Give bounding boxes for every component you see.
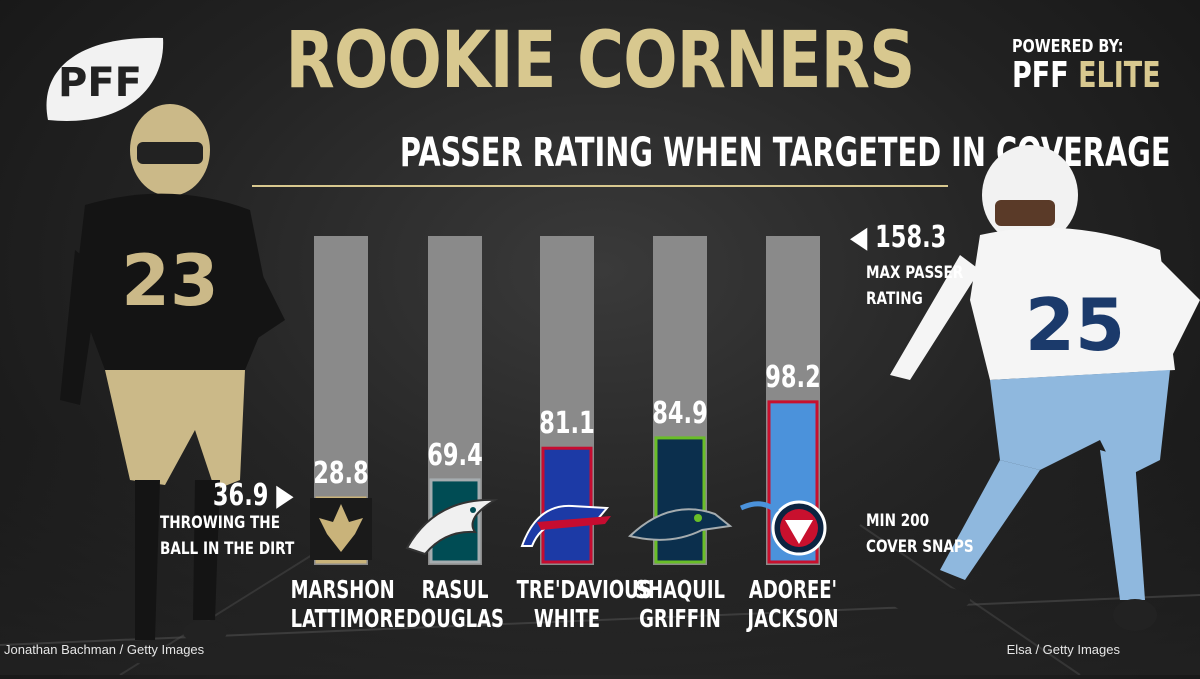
subtitle-underline: [252, 185, 948, 187]
photo-credit-right: Elsa / Getty Images: [1006, 642, 1120, 657]
svg-text:25: 25: [1025, 283, 1125, 367]
team-logo-icon: [739, 500, 827, 556]
category-label: ADOREE' JACKSON: [747, 575, 839, 633]
player-photo-right: 25: [870, 140, 1200, 650]
powered-by-badge: POWERED BY: PFF ELITE: [1012, 36, 1182, 96]
pff-logo: PFF: [38, 30, 168, 130]
player-photo-left: 23: [55, 100, 290, 675]
category-label: MARSHON LATTIMORE: [290, 575, 406, 633]
data-label: 84.9: [652, 396, 707, 431]
page-title: ROOKIE CORNERS: [285, 16, 916, 106]
category-label: SHAQUIL GRIFFIN: [634, 575, 726, 633]
category-label: RASUL DOUGLAS: [405, 575, 504, 633]
min-value-label: 36.9 ▶: [213, 478, 294, 513]
powered-by-label: POWERED BY:: [1012, 36, 1124, 57]
max-caption: MAX PASSER RATING: [866, 263, 964, 309]
team-logo-icon: [627, 508, 733, 541]
min-caption: THROWING THE BALL IN THE DIRT: [160, 513, 295, 559]
photo-credit-left: Jonathan Bachman / Getty Images: [4, 642, 205, 657]
team-logo-icon: [405, 498, 499, 556]
data-label: 28.8: [313, 456, 368, 491]
logo-text: PFF: [58, 60, 142, 106]
min-snaps-footnote: MIN 200 COVER SNAPS: [866, 511, 974, 557]
pff-elite-label: PFF ELITE: [1012, 55, 1161, 96]
team-logo-icon: [520, 504, 611, 547]
svg-text:23: 23: [121, 240, 218, 322]
max-value-label: ◀ 158.3: [850, 220, 947, 255]
data-label: 98.2: [765, 360, 820, 395]
data-label: 81.1: [539, 406, 594, 441]
category-label: TRE'DAVIOUS WHITE: [516, 575, 652, 633]
team-logo-icon: [310, 498, 372, 560]
data-label: 69.4: [427, 438, 482, 473]
bar: [654, 436, 706, 564]
